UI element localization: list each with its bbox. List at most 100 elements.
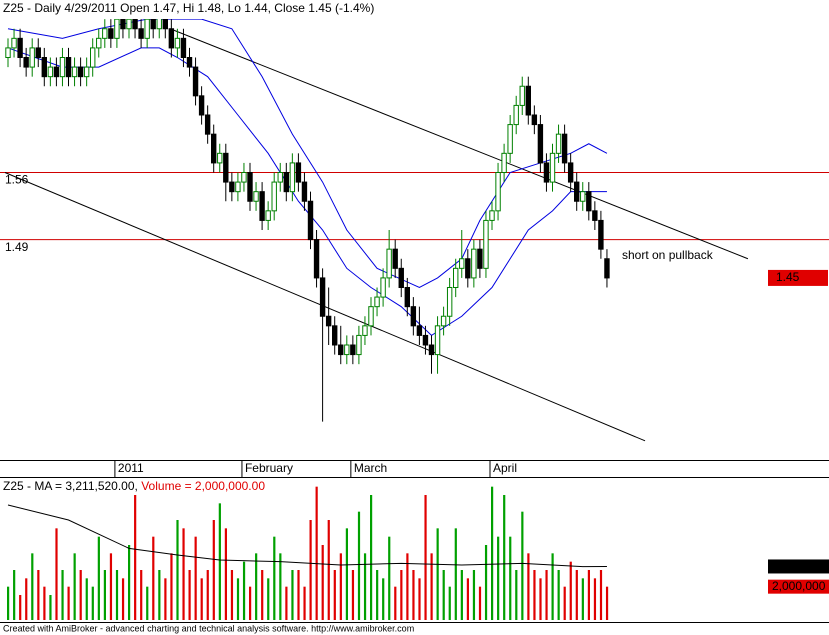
candle-body [380,277,386,298]
volume-ma-label: 3,211,520 [772,559,825,573]
candle-body [604,258,610,279]
volume-bar [49,595,52,620]
volume-bar [430,553,433,620]
volume-bar [43,586,46,620]
level-label: 1.49 [5,240,29,254]
band-line [7,18,608,289]
volume-bar [158,570,161,620]
candle-body [241,172,247,183]
volume-bar [448,586,451,620]
volume-bar [273,536,276,620]
footer: Created with AmiBroker - advanced charti… [3,623,414,633]
candle-body [338,344,344,356]
candle-body [483,219,489,269]
x-tick-label: February [245,461,293,475]
candle-body [259,191,265,221]
candle-body [271,181,277,212]
volume-bar [478,586,482,620]
candle-body [289,162,296,193]
candle-body [35,47,41,59]
trend-line [169,28,749,260]
candle-body [519,85,525,106]
candle-body [168,28,175,49]
volume-bar [236,578,240,620]
candle-body [319,277,326,317]
volume-bar [491,486,494,620]
volume-bar [194,536,197,620]
candle-body [356,334,362,356]
candle-body [253,191,259,202]
volume-title: Z25 - MA = 3,211,520.00, Volume = 2,000,… [3,479,265,493]
volume-bar [557,570,560,620]
volume-bar [297,570,300,620]
volume-bar [333,570,336,620]
candle-body [126,18,132,30]
candle-body [313,239,320,279]
volume-bar [515,570,518,620]
volume-bar [103,570,106,620]
candle-body [459,258,465,269]
candle-body [368,306,374,327]
volume-bar [460,570,463,620]
volume-bar [182,528,185,620]
candle-body [265,210,271,221]
candle-body [198,95,205,116]
candle-body [362,325,368,336]
volume-bar [218,503,221,620]
candle-body [598,219,604,250]
candle-body [428,344,435,356]
volume-bar [418,578,421,620]
volume-bar [484,545,488,620]
volume-bar [121,578,125,620]
volume-bar [67,586,70,620]
candle-body [307,200,314,241]
candle-body [410,306,417,327]
volume-bar [454,528,457,620]
volume-bar [370,495,373,620]
volume-bar [587,570,590,620]
candle-body [114,18,120,39]
title-bg [0,0,420,19]
volume-bar [575,570,578,620]
volume-ma-line [7,504,607,568]
candle-body [301,181,308,202]
volume-bar [569,561,572,620]
volume-bar [291,570,294,620]
volume-bar [212,520,215,620]
volume-bar [363,553,367,620]
last-price-label: 1.45 [776,270,800,284]
candle-body [29,47,35,68]
volume-ma-box [768,559,829,574]
volume-bar [285,586,288,620]
volume-bar [315,486,318,620]
volume-bar [261,570,264,620]
candle-body [211,133,217,164]
candle-body [174,37,181,49]
volume-bar [255,553,258,620]
volume-bar [605,586,609,620]
candle-body [325,315,332,327]
volume-bar [140,570,143,620]
candle-body [434,325,441,356]
volume-bar [357,511,361,620]
volume-bar [442,570,445,620]
volume-bar [134,495,137,620]
volume-bar [31,553,34,620]
volume-value-box [768,579,829,594]
volume-bar [73,553,76,620]
volume-bar [424,495,427,620]
volume-bar [382,578,385,620]
candle-body [47,66,54,78]
candle-body [344,344,350,356]
volume-bar [79,570,82,620]
candle-body [186,57,193,68]
x-tick-label: 2011 [118,461,144,475]
candle-body [204,114,211,135]
candle-body [453,267,459,289]
chart-title: Z25 - Daily 4/29/2011 Open 1.47, Hi 1.48… [3,1,374,15]
volume-bar [472,570,476,620]
volume-bar [176,520,179,620]
candle-body [138,28,144,39]
candle-body [283,172,290,193]
volume-bar [466,578,469,620]
